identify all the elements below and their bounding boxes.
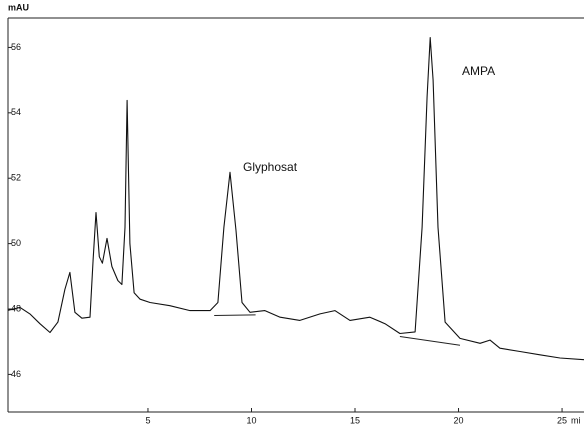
- y-tick-label: 52: [11, 173, 21, 183]
- x-tick-label: 25: [557, 415, 567, 425]
- trace-line: [7, 37, 584, 361]
- x-tick-label: 5: [145, 415, 150, 425]
- peak-label: Glyphosat: [243, 160, 298, 174]
- x-axis-label: mi: [571, 415, 581, 425]
- x-tick-label: 10: [246, 415, 256, 425]
- x-tick-label: 15: [350, 415, 360, 425]
- x-tick-label: 20: [454, 415, 464, 425]
- baseline: [399, 336, 461, 346]
- peak-label: AMPA: [462, 64, 495, 78]
- y-tick-label: 56: [11, 42, 21, 52]
- y-tick-label: 46: [11, 369, 21, 379]
- y-tick-label: 50: [11, 238, 21, 248]
- y-axis-label: mAU: [8, 2, 29, 12]
- baseline: [214, 314, 256, 316]
- y-tick-label: 54: [11, 107, 21, 117]
